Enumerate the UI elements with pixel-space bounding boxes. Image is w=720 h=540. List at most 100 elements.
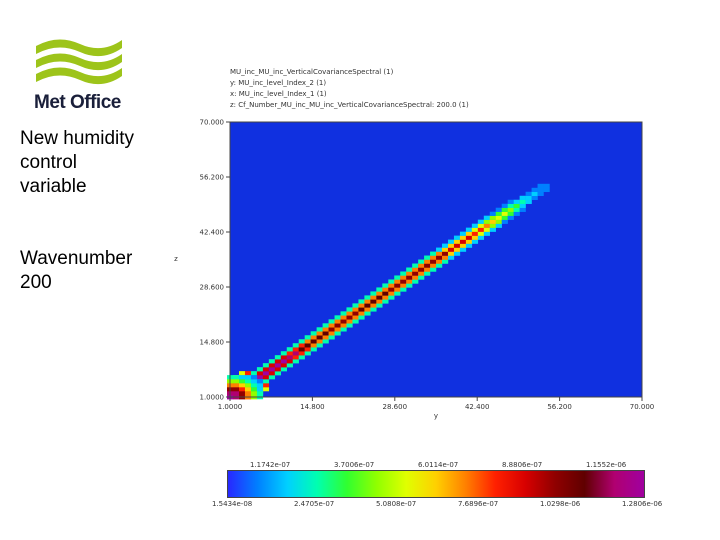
- heatmap-cell: [382, 299, 389, 304]
- heatmap-cell: [239, 391, 246, 396]
- heatmap-cell: [280, 367, 287, 372]
- heatmap-cell: [471, 223, 479, 228]
- heatmap-cell: [250, 383, 258, 388]
- heatmap-cell: [334, 323, 341, 328]
- heatmap-cell: [244, 387, 252, 392]
- heatmap-cell: [495, 211, 502, 216]
- heatmap-cell: [328, 335, 335, 340]
- heatmap-cell: [352, 303, 359, 308]
- heatmap-cell: [436, 263, 443, 268]
- heatmap-cell: [233, 379, 240, 384]
- heatmap-cell: [358, 303, 365, 308]
- heatmap-chart: 1.0000 14.800 28.600 42.400 56.200 70.000 1.00…: [174, 119, 654, 421]
- heatmap-cell: [262, 375, 270, 380]
- heatmap-cell: [537, 183, 544, 189]
- heatmap-cell: [256, 371, 264, 376]
- colorbar-bottom-label: 7.6896e-07: [458, 500, 499, 508]
- heatmap-cell: [376, 295, 383, 300]
- heatmap-cell: [394, 291, 401, 296]
- heatmap-cell: [250, 375, 258, 380]
- heatmap-cell: [346, 307, 353, 312]
- heatmap-cell: [298, 355, 305, 360]
- x-axis-label: y: [434, 412, 438, 420]
- heatmap-cell: [370, 299, 377, 304]
- heatmap-cell: [286, 355, 293, 360]
- heatmap-cell: [519, 199, 526, 204]
- heatmap-cell: [406, 279, 413, 284]
- heatmap-cell: [239, 371, 246, 376]
- heatmap-cell: [507, 211, 514, 216]
- heatmap-cell: [322, 323, 329, 328]
- heatmap-cell: [400, 279, 407, 284]
- heatmap-cell: [459, 231, 467, 236]
- heatmap-cell: [268, 371, 276, 376]
- heatmap-cell: [239, 379, 246, 384]
- heatmap-cell: [400, 287, 407, 292]
- heatmap-cell: [322, 327, 329, 332]
- heatmap-cell: [489, 215, 496, 220]
- heatmap-cell: [400, 275, 407, 280]
- heatmap-cell: [531, 187, 538, 193]
- y-tick-label: 14.800: [200, 339, 225, 347]
- x-tick-label: 1.0000: [218, 403, 243, 411]
- heatmap-cell: [388, 279, 395, 284]
- heatmap-cell: [483, 231, 490, 236]
- heatmap-cell: [471, 231, 479, 236]
- heatmap-cell: [453, 251, 461, 256]
- heatmap-cell: [430, 251, 437, 256]
- heatmap-cell: [465, 231, 473, 236]
- heatmap-cell: [382, 295, 389, 300]
- heatmap-cell: [442, 255, 449, 260]
- heatmap-cell: [543, 183, 550, 189]
- heatmap-cell: [424, 267, 431, 272]
- heatmap-cell: [388, 287, 395, 292]
- heatmap-cell: [286, 359, 293, 364]
- heatmap-cell: [471, 239, 479, 244]
- heatmap-cell: [418, 259, 425, 264]
- heatmap-cell: [256, 391, 264, 396]
- heatmap-cell: [531, 195, 538, 200]
- heatmap-cell: [262, 379, 270, 384]
- heatmap-cell: [430, 255, 437, 260]
- heatmap-cell: [268, 375, 276, 380]
- heatmap-cell: [453, 247, 461, 252]
- heatmap-cell: [340, 319, 347, 324]
- heatmap-cell: [477, 231, 485, 236]
- heatmap-cell: [304, 335, 311, 340]
- y-tick-label: 56.200: [200, 174, 225, 182]
- heatmap-cell: [471, 227, 479, 232]
- heatmap-cell: [250, 391, 258, 396]
- heatmap-cell: [519, 207, 526, 212]
- heatmap-cell: [388, 291, 395, 296]
- heatmap-cell: [477, 235, 485, 240]
- colorbar-bottom-label: 5.0808e-07: [376, 500, 417, 508]
- heatmap-cell: [268, 359, 276, 364]
- heatmap-cell: [453, 235, 461, 240]
- heatmap-cell: [280, 363, 287, 368]
- heatmap-cell: [436, 251, 443, 256]
- heatmap-cell: [352, 307, 359, 312]
- heatmap-cell: [412, 279, 419, 284]
- wavenumber-label: Wavenumber 200: [20, 248, 133, 293]
- heatmap-cell: [442, 251, 449, 256]
- heatmap-cell: [346, 323, 353, 328]
- heatmap-cell: [358, 311, 365, 316]
- x-tick-label: 42.400: [465, 403, 490, 411]
- heatmap-cell: [292, 355, 299, 360]
- heatmap-cell: [543, 187, 550, 193]
- heatmap-cell: [459, 235, 467, 240]
- heatmap-cell: [465, 235, 473, 240]
- heatmap-cell: [334, 315, 341, 320]
- y-tick-label: 70.000: [200, 119, 225, 127]
- heatmap-cell: [507, 203, 514, 208]
- heatmap-cell: [436, 259, 443, 264]
- heatmap-cell: [447, 247, 455, 252]
- heatmap-cell: [436, 247, 443, 252]
- heatmap-cell: [483, 223, 490, 228]
- heatmap-cell: [233, 387, 240, 392]
- heatmap-cell: [262, 371, 270, 376]
- heatmap-cell: [370, 307, 377, 312]
- heatmap-cell: [501, 211, 508, 216]
- heatmap-cell: [382, 291, 389, 296]
- heatmap-cell: [262, 387, 270, 392]
